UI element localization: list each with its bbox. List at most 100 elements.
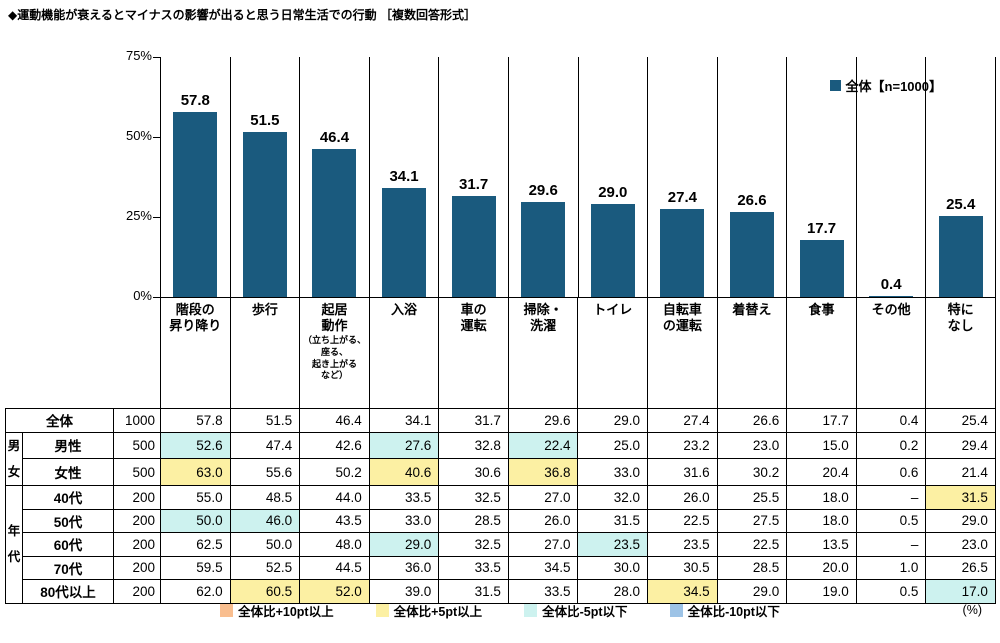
category-label: 階段の 昇り降り — [169, 302, 222, 333]
category-cell: 歩行 — [229, 298, 300, 409]
value-cell: 63.0 — [160, 458, 231, 486]
value-cell: 32.5 — [438, 485, 509, 510]
y-axis-tick-label-0: 0% — [133, 288, 152, 303]
bar-value-label: 57.8 — [180, 92, 210, 110]
value-cell: 57.8 — [160, 408, 231, 433]
footer-legend-item: 全体比-10pt以下 — [669, 601, 780, 620]
footer-legend-label: 全体比+10pt以上 — [238, 605, 334, 619]
category-cell: 階段の 昇り降り — [160, 298, 230, 409]
value-cell: 17.7 — [786, 408, 857, 433]
value-cell: 26.6 — [716, 408, 788, 433]
chart-column: 26.6 — [716, 57, 787, 297]
footer-legend-swatch — [220, 604, 234, 617]
unit-label: (%) — [962, 603, 982, 617]
value-cell: 44.5 — [299, 555, 370, 580]
value-cell: 23.0 — [716, 431, 788, 460]
value-cell: 29.0 — [925, 508, 996, 533]
chart-column: 31.7 — [438, 57, 508, 297]
value-cell: 34.5 — [647, 579, 718, 604]
bar-value-label: 25.4 — [946, 195, 976, 213]
category-label: トイレ — [593, 302, 633, 317]
bar-value-label: 26.6 — [737, 191, 767, 209]
y-axis-tick-label-25: 25% — [125, 208, 152, 223]
plot-area: 57.8 51.5 46.4 34.1 31.7 29.6 29.0 27.4 26.6 17.7… — [160, 57, 996, 297]
page-title: ◆運動機能が衰えるとマイナスの影響が出ると思う日常生活での行動 ［複数回答形式］ — [8, 8, 476, 22]
value-cell: 33.5 — [368, 485, 440, 510]
category-note: （立ち上がる、 座る、 起き上がる など） — [302, 335, 366, 381]
value-cell: 15.0 — [786, 431, 857, 460]
value-cell: 27.0 — [507, 532, 579, 557]
value-cell: 20.4 — [786, 458, 857, 486]
n-cell: 200 — [113, 579, 161, 604]
row-label-cell: 50代 — [22, 508, 114, 533]
value-cell: 27.0 — [507, 485, 579, 510]
bar — [173, 112, 218, 297]
value-cell: 34.5 — [507, 555, 579, 580]
category-label: その他 — [871, 302, 911, 317]
bar-value-label: 29.6 — [528, 182, 558, 200]
value-cell: 26.0 — [647, 485, 718, 510]
y-axis-tick — [153, 217, 160, 218]
value-cell: 28.5 — [438, 508, 509, 533]
y-axis-tick-label-50: 50% — [125, 128, 152, 143]
value-cell: 33.5 — [438, 555, 509, 580]
y-axis-tick — [153, 57, 160, 58]
value-cell: 32.5 — [438, 532, 509, 557]
value-cell: 33.0 — [368, 508, 440, 533]
value-cell: 34.1 — [368, 408, 440, 433]
value-cell: 18.0 — [786, 485, 857, 510]
n-cell: 200 — [113, 485, 161, 510]
value-cell: 31.7 — [438, 408, 509, 433]
value-cell: 0.5 — [855, 579, 927, 604]
n-cell: 500 — [113, 458, 161, 486]
category-cell: 入浴 — [368, 298, 439, 409]
chart-column: 17.7 — [786, 57, 856, 297]
value-cell: 22.4 — [507, 431, 579, 460]
category-cell: 食事 — [786, 298, 856, 409]
value-cell: 52.0 — [299, 579, 370, 604]
value-cell: 48.5 — [229, 485, 301, 510]
table-row: 年 代 40代 200 55.0 48.5 44.0 33.5 32.5 27.0 32.0 26.… — [5, 485, 996, 604]
bar-value-label: 27.4 — [667, 189, 697, 207]
footer-legend-item: 全体比+10pt以上 — [220, 601, 334, 620]
bar-value-label: 17.7 — [806, 220, 837, 238]
value-cell: 62.0 — [160, 579, 231, 604]
n-cell: 200 — [113, 555, 161, 580]
chart-column: 57.8 — [160, 57, 230, 297]
category-label: 起居 動作 — [321, 302, 348, 333]
category-cell: 着替え — [716, 298, 787, 409]
chart-column: 29.0 — [577, 57, 648, 297]
chart-column: 34.1 — [368, 57, 439, 297]
table-row: 70代 200 59.5 52.5 44.5 36.0 33.5 34.5 30.0 30.5 28… — [6, 555, 996, 580]
footer-legend-swatch — [669, 604, 683, 617]
bar — [382, 187, 427, 297]
value-cell: 27.4 — [647, 408, 718, 433]
chart-legend-label: 全体【n=1000】 — [845, 79, 942, 94]
y-axis-tick-label-75: 75% — [125, 48, 152, 63]
category-label: 特に なし — [947, 302, 974, 333]
category-cell: 自転車 の運転 — [647, 298, 717, 409]
value-cell: 13.5 — [786, 532, 857, 557]
footer-legend: 全体比+10pt以上 全体比+5pt以上 全体比-5pt以下 全体比-10pt以下 — [0, 601, 1000, 620]
value-cell: 27.6 — [368, 431, 440, 460]
category-cell: 車の 運転 — [438, 298, 508, 409]
bar — [242, 132, 287, 297]
table-row: 全体 1000 57.8 51.5 46.4 34.1 31.7 29.6 29.0 27.4 26… — [5, 408, 996, 433]
value-cell: 33.5 — [507, 579, 579, 604]
value-cell: 29.0 — [716, 579, 788, 604]
value-cell: 43.5 — [299, 508, 370, 533]
value-cell: 40.6 — [368, 458, 440, 486]
chart-column: 27.4 — [647, 57, 717, 297]
table-row: 60代 200 62.5 50.0 48.0 29.0 32.5 27.0 23.5 23.5 22… — [6, 532, 996, 557]
footer-legend-item: 全体比-5pt以下 — [524, 601, 628, 620]
n-cell: 1000 — [113, 408, 161, 433]
row-label-cell: 女性 — [22, 458, 114, 486]
value-cell: 42.6 — [299, 431, 370, 460]
value-cell: 29.6 — [507, 408, 579, 433]
value-cell: 19.0 — [786, 579, 857, 604]
value-cell: 29.4 — [925, 431, 996, 460]
n-cell: 200 — [113, 508, 161, 533]
value-cell: 31.6 — [647, 458, 718, 486]
footer-legend-item: 全体比+5pt以上 — [375, 601, 482, 620]
value-cell: 62.5 — [160, 532, 231, 557]
